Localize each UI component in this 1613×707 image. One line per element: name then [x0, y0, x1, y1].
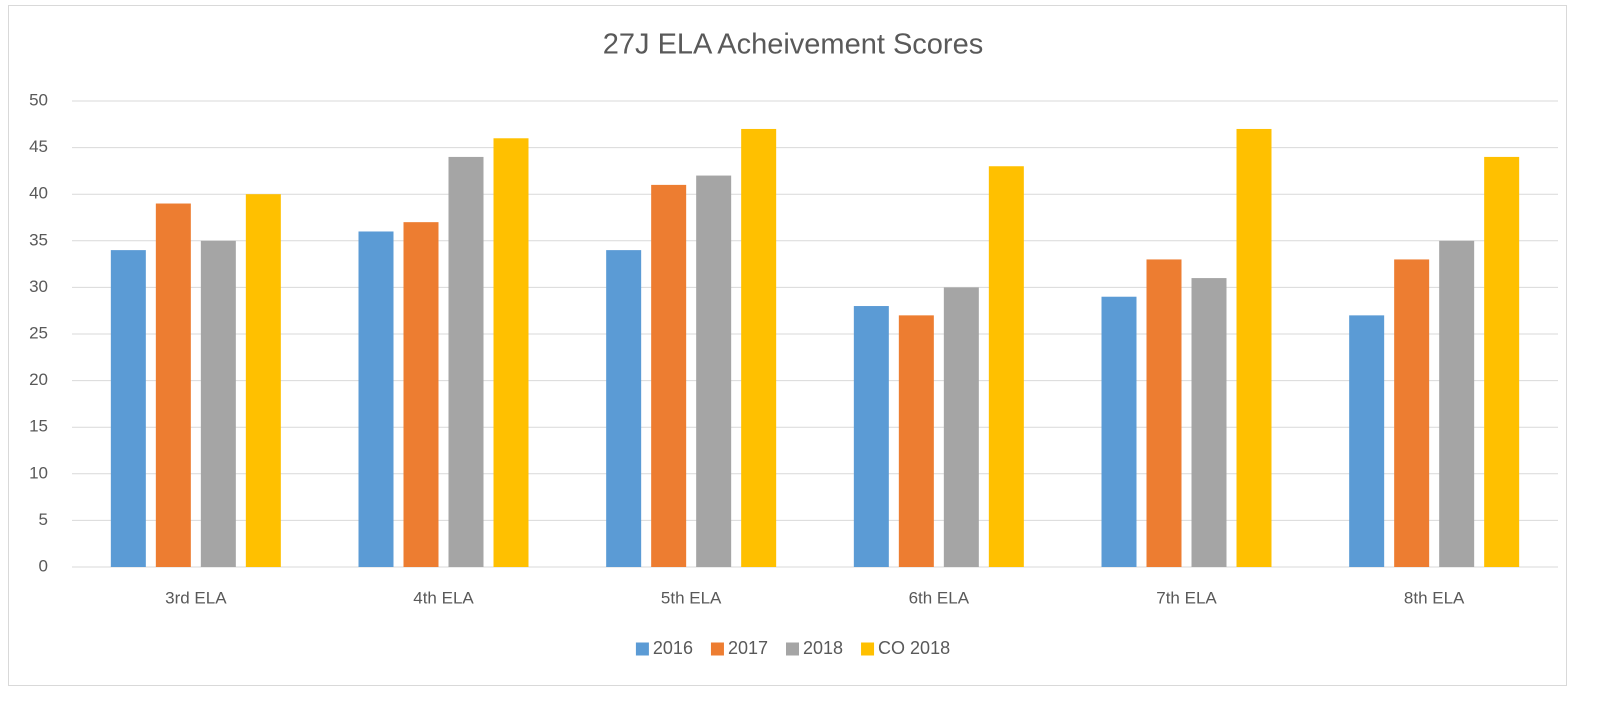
- bar: [988, 166, 1024, 568]
- bar: [696, 175, 732, 567]
- x-tick-label: 8th ELA: [1404, 588, 1465, 607]
- legend-swatch: [861, 642, 875, 656]
- bar: [110, 250, 146, 567]
- bar: [493, 138, 529, 567]
- x-tick-label: 4th ELA: [413, 588, 474, 607]
- legend-swatch: [710, 642, 724, 656]
- y-tick-label: 25: [29, 323, 48, 342]
- bar: [1101, 296, 1137, 567]
- bar: [1349, 315, 1385, 567]
- bar: [245, 194, 281, 567]
- legend-label: 2017: [728, 638, 768, 658]
- y-tick-label: 35: [29, 230, 48, 249]
- bar: [943, 287, 979, 567]
- y-tick-label: 0: [39, 556, 48, 575]
- bar: [1394, 259, 1430, 567]
- y-tick-label: 50: [29, 90, 48, 109]
- bar: [200, 240, 236, 568]
- legend-label: CO 2018: [878, 638, 950, 658]
- x-tick-label: 5th ELA: [661, 588, 722, 607]
- legend-swatch: [635, 642, 649, 656]
- bar: [741, 128, 777, 567]
- x-tick-label: 3rd ELA: [165, 588, 227, 607]
- bar: [358, 231, 394, 568]
- y-tick-label: 20: [29, 370, 48, 389]
- bar: [898, 315, 934, 567]
- bar: [1191, 278, 1227, 567]
- x-tick-label: 7th ELA: [1156, 588, 1217, 607]
- bar: [651, 184, 687, 567]
- y-tick-label: 30: [29, 277, 48, 296]
- bar: [1236, 128, 1272, 567]
- bar: [448, 156, 484, 568]
- bar: [606, 250, 642, 567]
- bar: [1439, 240, 1475, 568]
- y-tick-label: 40: [29, 184, 48, 203]
- legend-label: 2018: [803, 638, 843, 658]
- legend-label: 2016: [653, 638, 693, 658]
- y-tick-label: 45: [29, 137, 48, 156]
- y-tick-label: 15: [29, 417, 48, 436]
- bar: [1146, 259, 1182, 567]
- bar: [155, 203, 191, 567]
- y-tick-label: 10: [29, 463, 48, 482]
- bar: [853, 306, 889, 567]
- chart-border: [8, 5, 1567, 686]
- bar: [403, 222, 439, 567]
- y-tick-label: 5: [39, 510, 48, 529]
- legend-swatch: [786, 642, 799, 656]
- bar: [1484, 156, 1520, 568]
- x-tick-label: 6th ELA: [909, 588, 970, 607]
- chart-title: 27J ELA Acheivement Scores: [603, 29, 983, 61]
